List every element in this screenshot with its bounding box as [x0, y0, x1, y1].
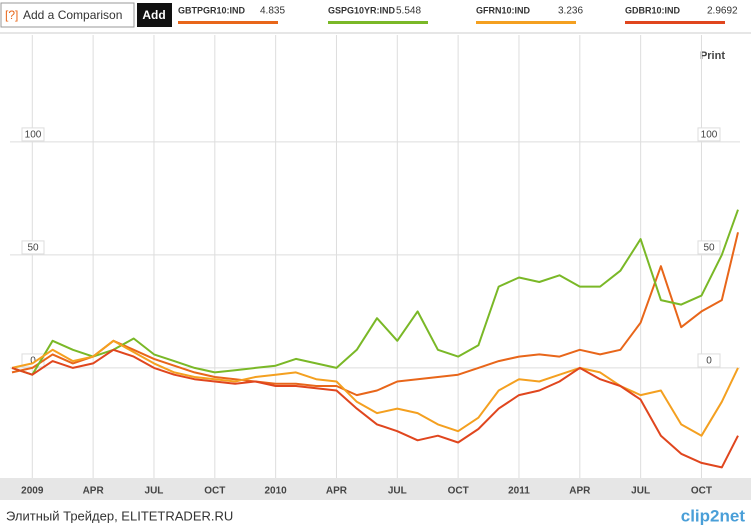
y-tick-box [21, 127, 45, 142]
x-tick-label: OCT [204, 486, 225, 497]
y-tick-label: 0 [30, 356, 36, 367]
legend-swatch [328, 21, 428, 24]
x-tick-label: 2011 [508, 486, 530, 497]
y-tick-label: 100 [25, 130, 42, 141]
y-tick-label: 50 [27, 243, 39, 254]
footer-logo: clip2net [681, 506, 746, 525]
legend-quote: 5.548 [396, 6, 421, 17]
legend-swatch [625, 21, 725, 24]
legend-name: GDBR10:IND [625, 5, 681, 15]
print-link[interactable]: Print [700, 50, 725, 62]
x-tick-label: APR [326, 486, 348, 497]
y-tick-label: 0 [706, 356, 712, 367]
add-button-label: Add [142, 8, 165, 22]
series-line [11, 232, 739, 397]
x-tick-label: APR [83, 486, 105, 497]
x-tick-label: OCT [691, 486, 712, 497]
comparison-input[interactable] [0, 2, 135, 28]
input-placeholder: Add a Comparison [23, 8, 122, 22]
legend-name: GFRN10:IND [476, 5, 531, 15]
x-tick-label: JUL [631, 486, 650, 497]
series-line [11, 209, 739, 376]
y-tick-box [697, 127, 721, 142]
help-link[interactable]: [?] [5, 8, 18, 22]
series-line [11, 348, 739, 469]
x-tick-label: 2009 [21, 486, 44, 497]
x-tick-label: JUL [145, 486, 164, 497]
legend-quote: 3.236 [558, 6, 583, 17]
legend-swatch [178, 21, 278, 24]
add-button[interactable] [137, 3, 172, 27]
legend-quote: 4.835 [260, 6, 285, 17]
legend-name: GBTPGR10:IND [178, 5, 246, 15]
x-tick-label: APR [569, 486, 591, 497]
x-tick-label: JUL [388, 486, 407, 497]
legend-quote: 2.9692 [707, 6, 738, 17]
x-tick-label: OCT [448, 486, 469, 497]
series-line [11, 339, 739, 437]
y-tick-label: 50 [703, 243, 715, 254]
y-tick-box [21, 240, 45, 255]
x-tick-label: 2010 [265, 486, 288, 497]
footer-source: Элитный Трейдер, ELITETRADER.RU [6, 508, 233, 523]
y-tick-box [697, 240, 721, 255]
legend-swatch [476, 21, 576, 24]
y-tick-label: 100 [701, 130, 718, 141]
legend-name: GSPG10YR:IND [328, 5, 396, 15]
y-tick-box [697, 353, 721, 368]
x-axis-band [0, 478, 751, 500]
